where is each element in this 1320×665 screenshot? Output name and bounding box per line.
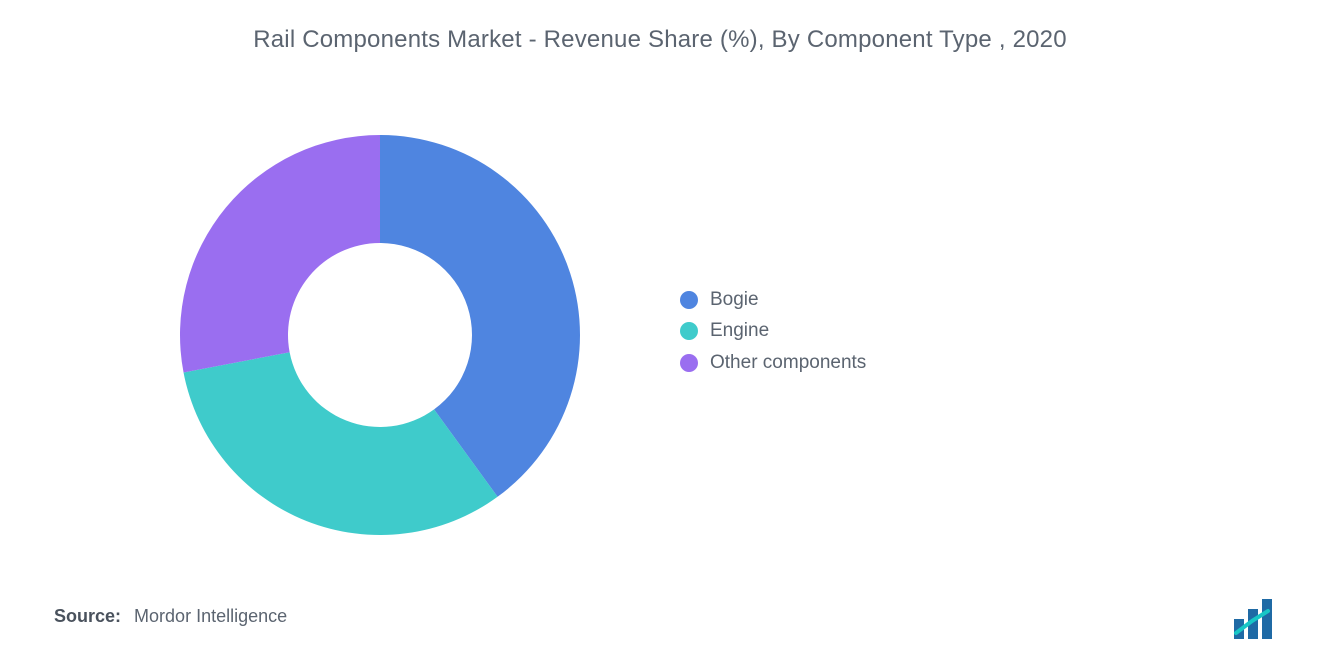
source-value: Mordor Intelligence: [134, 606, 287, 626]
legend-item: Other components: [680, 348, 866, 377]
donut-slice: [180, 135, 380, 372]
legend-item: Engine: [680, 316, 866, 345]
legend-item: Bogie: [680, 285, 866, 314]
chart-title: Rail Components Market - Revenue Share (…: [0, 26, 1320, 54]
donut-chart: [120, 95, 640, 575]
logo-bars-icon: [1234, 599, 1272, 639]
legend: BogieEngine Other components: [680, 285, 866, 379]
legend-label: Engine: [710, 316, 769, 345]
legend-swatch: [680, 291, 698, 309]
source-label: Source:: [54, 606, 121, 626]
legend-swatch: [680, 322, 698, 340]
donut-svg: [180, 135, 580, 535]
legend-label: Other components: [710, 348, 866, 377]
brand-logo: [1232, 599, 1290, 643]
legend-swatch: [680, 354, 698, 372]
legend-label: Bogie: [710, 285, 759, 314]
source-line: Source: Mordor Intelligence: [54, 606, 287, 627]
donut-slice: [184, 352, 498, 535]
